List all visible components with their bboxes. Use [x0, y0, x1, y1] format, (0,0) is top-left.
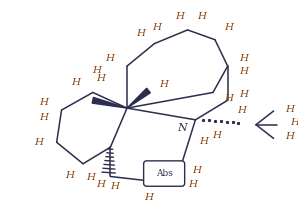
- Text: H: H: [285, 132, 294, 141]
- Text: H: H: [65, 171, 74, 180]
- Text: H: H: [291, 118, 298, 127]
- Text: H: H: [197, 12, 206, 21]
- Text: H: H: [188, 180, 197, 189]
- Text: H: H: [39, 113, 49, 122]
- Text: H: H: [86, 173, 95, 182]
- Text: H: H: [192, 166, 201, 175]
- Text: H: H: [152, 24, 161, 32]
- Polygon shape: [92, 97, 127, 108]
- Text: H: H: [224, 94, 233, 103]
- Text: H: H: [285, 105, 294, 114]
- Text: H: H: [96, 74, 105, 83]
- Text: H: H: [92, 67, 101, 75]
- Polygon shape: [127, 88, 150, 108]
- Text: H: H: [136, 29, 145, 38]
- Text: H: H: [160, 80, 169, 89]
- Text: H: H: [212, 131, 221, 140]
- Text: H: H: [71, 78, 80, 87]
- Text: H: H: [105, 54, 114, 63]
- Text: H: H: [199, 137, 208, 146]
- Text: Abs: Abs: [156, 169, 173, 178]
- Text: H: H: [175, 12, 184, 21]
- Text: H: H: [96, 180, 105, 189]
- Text: H: H: [239, 90, 248, 99]
- FancyBboxPatch shape: [144, 161, 185, 186]
- Text: H: H: [110, 182, 119, 191]
- Text: H: H: [224, 24, 233, 32]
- Text: N: N: [177, 123, 187, 133]
- Text: H: H: [237, 106, 246, 114]
- Text: H: H: [144, 194, 153, 202]
- Text: H: H: [35, 138, 44, 147]
- Text: H: H: [239, 54, 248, 63]
- Text: H: H: [39, 98, 49, 107]
- Text: H: H: [239, 67, 248, 76]
